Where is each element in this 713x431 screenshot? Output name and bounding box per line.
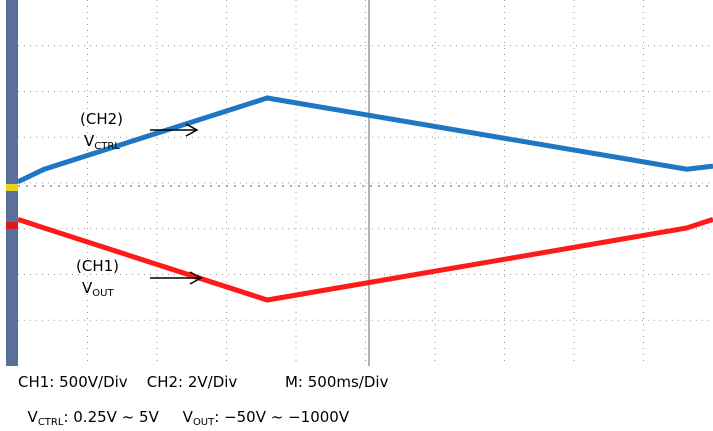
voltage-ranges: VCTRL: 0.25V ~ 5V VOUT: −50V ~ −1000V bbox=[18, 392, 350, 431]
grid bbox=[18, 0, 713, 366]
ch1-marker bbox=[6, 222, 18, 229]
trace-ch1-vout bbox=[17, 217, 713, 303]
ch2-arrow bbox=[150, 123, 199, 137]
ch1-signal-label: VOUT bbox=[82, 279, 114, 299]
ch2-marker bbox=[6, 184, 18, 191]
vctrl-range-label: VCTRL: 0.25V ~ 5V bbox=[27, 408, 159, 429]
scale-settings: CH1: 500V/Div CH2: 2V/Div M: 500ms/Div bbox=[18, 373, 389, 391]
trace-ch2-vctrl bbox=[16, 95, 713, 185]
ch2-annotation-label: (CH2) bbox=[80, 110, 123, 128]
ch1-arrow bbox=[150, 271, 203, 285]
ch1-annotation-label: (CH1) bbox=[76, 257, 119, 275]
vout-range-label: VOUT: −50V ~ −1000V bbox=[182, 408, 350, 429]
ch2-signal-label: VCTRL bbox=[84, 132, 120, 152]
channel-marker-bar bbox=[6, 0, 18, 366]
